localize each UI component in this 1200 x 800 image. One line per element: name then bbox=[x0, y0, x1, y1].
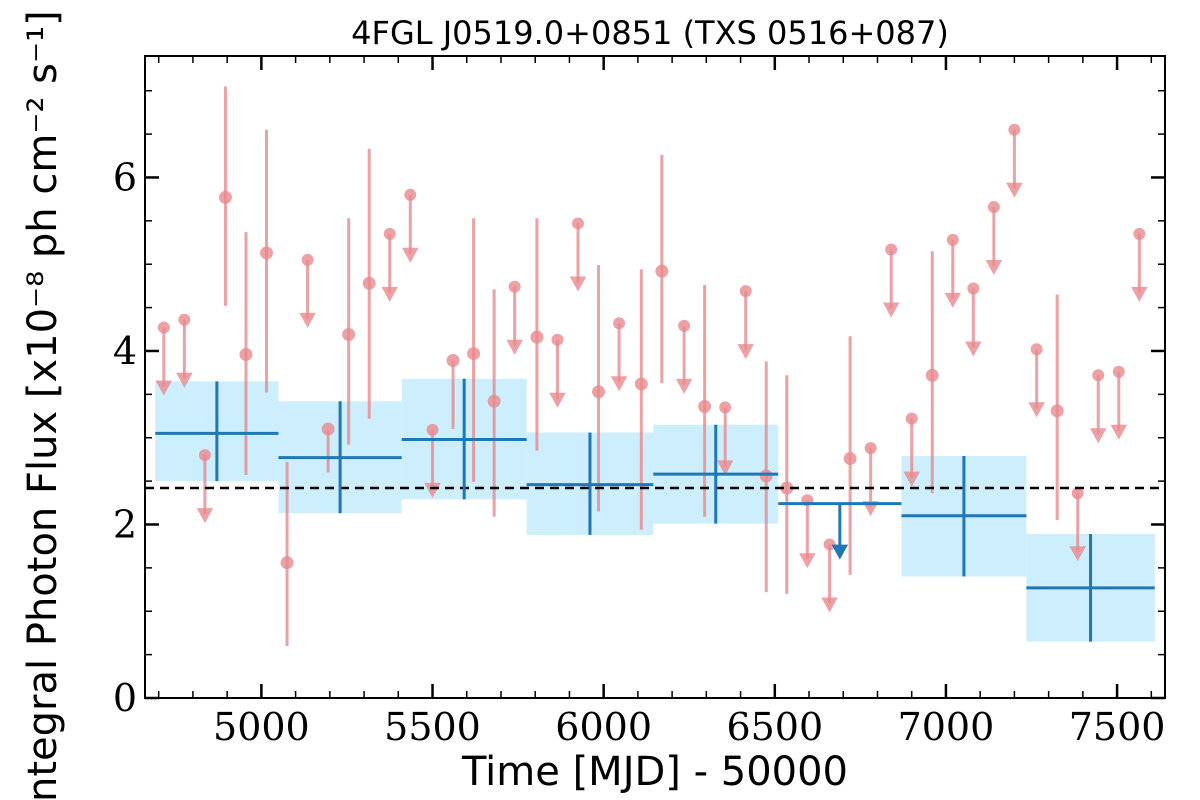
y-tick-label-0: 0 bbox=[113, 676, 137, 720]
short-bin-ul-arrow-2-head bbox=[196, 508, 214, 524]
short-bin-ul-arrow-10-head bbox=[610, 376, 628, 392]
short-bin-ul-arrow-23-head bbox=[1028, 402, 1045, 418]
x-tick-label-5: 7500 bbox=[1069, 705, 1166, 749]
long-bin-markers bbox=[155, 378, 1155, 642]
short-bin-point-1 bbox=[239, 347, 253, 361]
y-tick-label-1: 2 bbox=[113, 502, 137, 546]
short-bin-ul-arrow-21-head bbox=[985, 259, 1003, 275]
y-axis-label: Integral Photon Flux [x10⁻⁸ ph cm⁻² s⁻¹] bbox=[20, 10, 66, 800]
chart-title: 4FGL J0519.0+0851 (TXS 0516+087) bbox=[351, 14, 949, 52]
short-bin-point-2 bbox=[260, 246, 274, 260]
short-bin-ul-arrow-20-head bbox=[965, 341, 982, 357]
x-tick-label-3: 6500 bbox=[726, 705, 823, 749]
short-bin-point-13 bbox=[655, 264, 669, 278]
short-bin-ul-arrow-26-head bbox=[1110, 424, 1128, 440]
x-axis-label: Time [MJD] - 50000 bbox=[461, 749, 848, 795]
short-bin-ul-arrow-11-head bbox=[675, 378, 693, 394]
short-bin-point-7 bbox=[446, 354, 460, 368]
x-tick-label-1: 5500 bbox=[384, 705, 481, 749]
short-bin-ul-arrow-15-head bbox=[821, 597, 838, 613]
y-tick-label-2: 4 bbox=[113, 329, 137, 373]
short-bin-point-5 bbox=[342, 327, 356, 341]
short-bin-point-18 bbox=[925, 368, 939, 382]
short-bin-point-9 bbox=[487, 394, 501, 408]
short-bin-ul-arrow-5-head bbox=[402, 247, 419, 263]
short-bin-ul-arrow-12-head bbox=[716, 460, 734, 476]
short-bin-point-6 bbox=[362, 276, 376, 290]
short-bin-ul-arrow-4-head bbox=[381, 286, 398, 302]
short-bin-point-8 bbox=[467, 347, 481, 361]
short-bin-ul-arrow-17-head bbox=[882, 302, 900, 318]
short-bin-point-16 bbox=[780, 481, 794, 495]
short-bin-ul-arrow-27-head bbox=[1131, 286, 1148, 302]
plot-frame bbox=[144, 55, 1166, 699]
short-bin-ul-arrow-25-head bbox=[1090, 428, 1107, 444]
short-bin-point-10 bbox=[530, 330, 544, 344]
x-tick-label-0: 5000 bbox=[213, 705, 310, 749]
short-bin-ul-arrow-24-head bbox=[1069, 546, 1086, 562]
short-bin-ul-arrow-22-head bbox=[1006, 182, 1023, 198]
short-bin-point-3 bbox=[280, 556, 294, 570]
short-bin-point-17 bbox=[843, 452, 857, 466]
short-bin-point-19 bbox=[1050, 404, 1064, 418]
short-bin-ul-arrow-19-head bbox=[944, 292, 962, 308]
short-bin-point-11 bbox=[592, 385, 606, 399]
short-bin-ul-arrow-3-head bbox=[299, 312, 316, 328]
short-bin-ul-arrow-6-head bbox=[424, 482, 441, 498]
short-bin-ul-arrow-7-head bbox=[506, 339, 523, 355]
short-bin-ul-arrow-18-head bbox=[903, 471, 920, 487]
short-bin-ul-arrow-9-head bbox=[569, 276, 587, 292]
x-tick-label-4: 7000 bbox=[898, 705, 995, 749]
short-bin-ul-arrow-1-head bbox=[176, 372, 193, 388]
long-bin-ul-arrow-0-head bbox=[831, 544, 849, 560]
short-bin-point-14 bbox=[698, 399, 712, 413]
x-tick-label-2: 6000 bbox=[555, 705, 652, 749]
short-bin-point-12 bbox=[634, 377, 648, 391]
short-bin-point-15 bbox=[759, 469, 773, 483]
short-bin-point-0 bbox=[218, 190, 232, 204]
short-bin-point-4 bbox=[321, 422, 335, 436]
short-bin-ul-arrow-8-head bbox=[549, 392, 566, 408]
short-bin-ul-arrow-14-head bbox=[799, 553, 816, 569]
short-bin-ul-arrow-13-head bbox=[737, 344, 754, 360]
y-tick-label-3: 6 bbox=[113, 155, 137, 199]
short-bin-ul-arrow-0-head bbox=[155, 380, 173, 396]
long-bin-fills bbox=[155, 378, 1155, 642]
axes: 5000 5500 6000 6500 7000 7500 0 2 4 6 bbox=[113, 55, 1166, 749]
